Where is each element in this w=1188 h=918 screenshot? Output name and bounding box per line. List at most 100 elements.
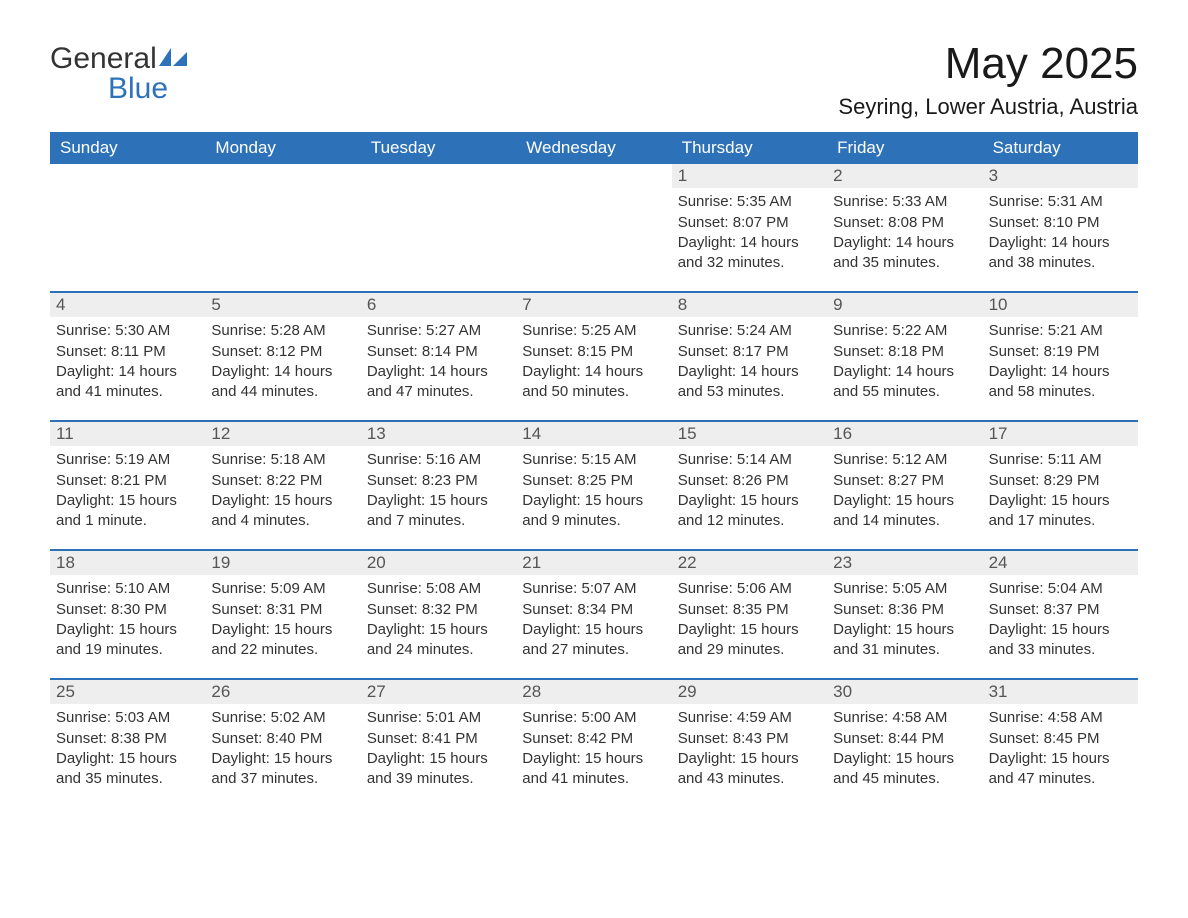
day-info: Sunrise: 5:01 AMSunset: 8:41 PMDaylight:… — [367, 708, 510, 789]
sunset-line: Sunset: 8:44 PM — [833, 729, 976, 749]
day-info: Sunrise: 5:25 AMSunset: 8:15 PMDaylight:… — [522, 321, 665, 402]
day-info: Sunrise: 5:16 AMSunset: 8:23 PMDaylight:… — [367, 450, 510, 531]
day-number: 8 — [672, 293, 827, 317]
day-number: 16 — [827, 422, 982, 446]
day-number: 14 — [516, 422, 671, 446]
sunset-line: Sunset: 8:29 PM — [989, 471, 1132, 491]
sunset-line: Sunset: 8:22 PM — [211, 471, 354, 491]
daylight-line: Daylight: 15 hours and 35 minutes. — [56, 749, 199, 790]
sunrise-line: Sunrise: 5:31 AM — [989, 192, 1132, 212]
day-number: 9 — [827, 293, 982, 317]
sunrise-line: Sunrise: 5:08 AM — [367, 579, 510, 599]
sunset-line: Sunset: 8:31 PM — [211, 600, 354, 620]
calendar-cell: 25Sunrise: 5:03 AMSunset: 8:38 PMDayligh… — [50, 678, 205, 807]
day-number: 29 — [672, 680, 827, 704]
day-info: Sunrise: 5:15 AMSunset: 8:25 PMDaylight:… — [522, 450, 665, 531]
calendar-cell: 13 Sunrise: 5:16 AMSunset: 8:23 PMDayligh… — [361, 420, 516, 549]
day-number: 18 — [50, 551, 205, 575]
sunset-line: Sunset: 8:07 PM — [678, 213, 821, 233]
logo-text: General Blue — [50, 40, 191, 104]
day-info: Sunrise: 5:28 AMSunset: 8:12 PMDaylight:… — [211, 321, 354, 402]
sunrise-line: Sunrise: 5:09 AM — [211, 579, 354, 599]
daylight-line: Daylight: 15 hours and 29 minutes. — [678, 620, 821, 661]
day-header: Sunday — [50, 132, 205, 164]
calendar-cell: 23Sunrise: 5:05 AMSunset: 8:36 PMDayligh… — [827, 549, 982, 678]
day-number: 13 — [361, 422, 516, 446]
day-info: Sunrise: 5:08 AMSunset: 8:32 PMDaylight:… — [367, 579, 510, 660]
day-info: Sunrise: 5:30 AMSunset: 8:11 PMDaylight:… — [56, 321, 199, 402]
sunset-line: Sunset: 8:35 PM — [678, 600, 821, 620]
sunset-line: Sunset: 8:30 PM — [56, 600, 199, 620]
calendar-cell: 21Sunrise: 5:07 AMSunset: 8:34 PMDayligh… — [516, 549, 671, 678]
calendar-cell: 7Sunrise: 5:25 AMSunset: 8:15 PMDaylight… — [516, 291, 671, 420]
day-info: Sunrise: 5:11 AMSunset: 8:29 PMDaylight:… — [989, 450, 1132, 531]
sunrise-line: Sunrise: 5:21 AM — [989, 321, 1132, 341]
day-number: 12 — [205, 422, 360, 446]
sunset-line: Sunset: 8:40 PM — [211, 729, 354, 749]
calendar-cell — [361, 164, 516, 291]
sunrise-line: Sunrise: 5:02 AM — [211, 708, 354, 728]
sunrise-line: Sunrise: 5:16 AM — [367, 450, 510, 470]
day-number: 27 — [361, 680, 516, 704]
sunrise-line: Sunrise: 5:30 AM — [56, 321, 199, 341]
sunrise-line: Sunrise: 5:15 AM — [522, 450, 665, 470]
daylight-line: Daylight: 15 hours and 17 minutes. — [989, 491, 1132, 532]
day-info: Sunrise: 5:06 AMSunset: 8:35 PMDaylight:… — [678, 579, 821, 660]
sunrise-line: Sunrise: 5:04 AM — [989, 579, 1132, 599]
daylight-line: Daylight: 15 hours and 9 minutes. — [522, 491, 665, 532]
day-number: 24 — [983, 551, 1138, 575]
day-info: Sunrise: 5:22 AMSunset: 8:18 PMDaylight:… — [833, 321, 976, 402]
sunrise-line: Sunrise: 5:19 AM — [56, 450, 199, 470]
day-number: 26 — [205, 680, 360, 704]
day-number: 15 — [672, 422, 827, 446]
sunset-line: Sunset: 8:21 PM — [56, 471, 199, 491]
title-block: May 2025 Seyring, Lower Austria, Austria — [838, 40, 1138, 120]
logo-word-general: General — [50, 42, 157, 75]
calendar-grid: SundayMondayTuesdayWednesdayThursdayFrid… — [50, 132, 1138, 807]
calendar-cell: 5Sunrise: 5:28 AMSunset: 8:12 PMDaylight… — [205, 291, 360, 420]
sunset-line: Sunset: 8:12 PM — [211, 342, 354, 362]
daylight-line: Daylight: 14 hours and 58 minutes. — [989, 362, 1132, 403]
calendar-cell: 28Sunrise: 5:00 AMSunset: 8:42 PMDayligh… — [516, 678, 671, 807]
sunrise-line: Sunrise: 4:59 AM — [678, 708, 821, 728]
calendar-cell: 27 Sunrise: 5:01 AMSunset: 8:41 PMDayligh… — [361, 678, 516, 807]
day-number: 2 — [827, 164, 982, 188]
day-info: Sunrise: 5:18 AMSunset: 8:22 PMDaylight:… — [211, 450, 354, 531]
sunrise-line: Sunrise: 5:35 AM — [678, 192, 821, 212]
daylight-line: Daylight: 15 hours and 33 minutes. — [989, 620, 1132, 661]
sunrise-line: Sunrise: 5:03 AM — [56, 708, 199, 728]
daylight-line: Daylight: 14 hours and 44 minutes. — [211, 362, 354, 403]
daylight-line: Daylight: 14 hours and 53 minutes. — [678, 362, 821, 403]
sunset-line: Sunset: 8:23 PM — [367, 471, 510, 491]
day-info: Sunrise: 5:04 AMSunset: 8:37 PMDaylight:… — [989, 579, 1132, 660]
calendar-cell: 8 Sunrise: 5:24 AMSunset: 8:17 PMDaylight… — [672, 291, 827, 420]
day-info: Sunrise: 5:03 AMSunset: 8:38 PMDaylight:… — [56, 708, 199, 789]
sunset-line: Sunset: 8:14 PM — [367, 342, 510, 362]
day-info: Sunrise: 5:00 AMSunset: 8:42 PMDaylight:… — [522, 708, 665, 789]
day-info: Sunrise: 5:33 AMSunset: 8:08 PMDaylight:… — [833, 192, 976, 273]
calendar-cell — [50, 164, 205, 291]
day-number: 21 — [516, 551, 671, 575]
sunrise-line: Sunrise: 5:01 AM — [367, 708, 510, 728]
daylight-line: Daylight: 15 hours and 14 minutes. — [833, 491, 976, 532]
day-number: 17 — [983, 422, 1138, 446]
day-number: 4 — [50, 293, 205, 317]
calendar-cell: 24 Sunrise: 5:04 AMSunset: 8:37 PMDayligh… — [983, 549, 1138, 678]
day-header: Wednesday — [516, 132, 671, 164]
sunset-line: Sunset: 8:34 PM — [522, 600, 665, 620]
sunset-line: Sunset: 8:25 PM — [522, 471, 665, 491]
day-number: 11 — [50, 422, 205, 446]
calendar-cell: 9 Sunrise: 5:22 AMSunset: 8:18 PMDaylight… — [827, 291, 982, 420]
sunrise-line: Sunrise: 5:10 AM — [56, 579, 199, 599]
daylight-line: Daylight: 15 hours and 47 minutes. — [989, 749, 1132, 790]
calendar-cell: 17 Sunrise: 5:11 AMSunset: 8:29 PMDayligh… — [983, 420, 1138, 549]
day-number: 31 — [983, 680, 1138, 704]
day-info: Sunrise: 5:24 AMSunset: 8:17 PMDaylight:… — [678, 321, 821, 402]
day-info: Sunrise: 5:02 AMSunset: 8:40 PMDaylight:… — [211, 708, 354, 789]
day-info: Sunrise: 5:12 AMSunset: 8:27 PMDaylight:… — [833, 450, 976, 531]
page-header: General Blue May 2025 Seyring, Lower Aus… — [50, 40, 1138, 120]
day-number: 10 — [983, 293, 1138, 317]
day-info: Sunrise: 4:58 AMSunset: 8:45 PMDaylight:… — [989, 708, 1132, 789]
daylight-line: Daylight: 15 hours and 45 minutes. — [833, 749, 976, 790]
sunrise-line: Sunrise: 5:05 AM — [833, 579, 976, 599]
